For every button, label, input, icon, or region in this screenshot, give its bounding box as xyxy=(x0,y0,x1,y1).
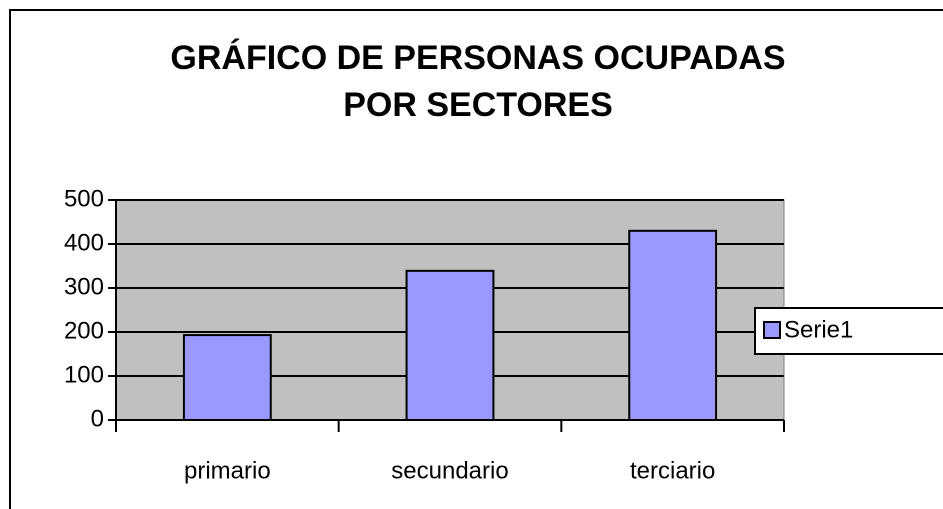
y-tick-label: 200 xyxy=(64,317,104,344)
bar xyxy=(628,229,718,421)
bar xyxy=(182,334,272,421)
y-tick-label: 400 xyxy=(64,229,104,256)
title-line: GRÁFICO DE PERSONAS OCUPADAS xyxy=(170,39,785,77)
bar xyxy=(405,269,495,421)
x-tick-label: primario xyxy=(184,457,271,484)
title-line: POR SECTORES xyxy=(343,86,613,124)
y-tick-label: 500 xyxy=(64,185,104,212)
legend-swatch xyxy=(763,321,781,339)
y-tick-label: 0 xyxy=(91,405,104,432)
chart-title: GRÁFICO DE PERSONAS OCUPADAS POR SECTORES xyxy=(170,39,785,124)
y-tick-label: 300 xyxy=(64,273,104,300)
x-tick-label: secundario xyxy=(391,457,508,484)
y-tick-label: 100 xyxy=(64,361,104,388)
legend-box xyxy=(754,307,943,355)
legend-label: Serie1 xyxy=(784,316,853,343)
x-tick-label: terciario xyxy=(630,457,715,484)
